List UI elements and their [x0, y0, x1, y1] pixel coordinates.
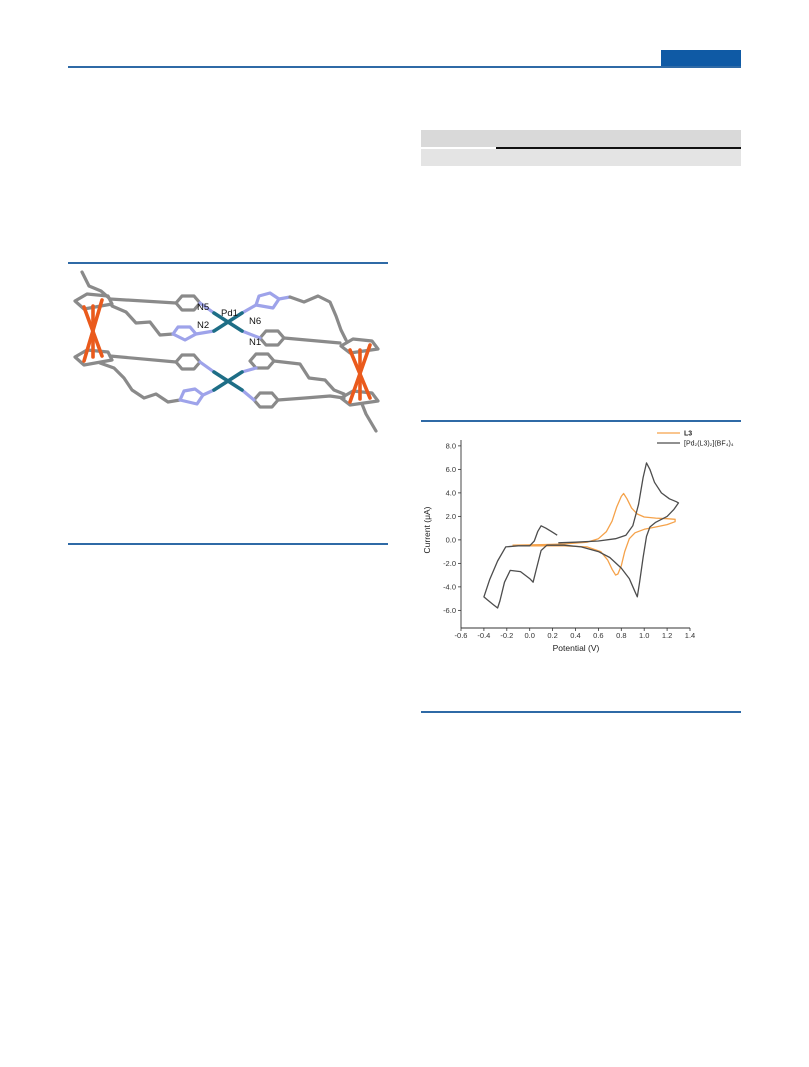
n-bond [240, 303, 258, 315]
pd-n-bond [212, 370, 244, 392]
n-bond [198, 301, 216, 315]
cp-ring [339, 389, 380, 407]
n-bond [201, 388, 216, 397]
journal-header-tab [661, 50, 741, 66]
figure-top-rule-right [421, 420, 741, 422]
x-tick-label: 1.2 [662, 631, 672, 640]
triazole-ring [254, 291, 281, 310]
series-line-l3 [512, 492, 676, 576]
y-axis-label: Current (μA) [422, 506, 432, 553]
x-tick-label: 0.2 [547, 631, 557, 640]
x-tick-label: 0.6 [593, 631, 603, 640]
x-tick-label: -0.6 [455, 631, 468, 640]
table-subheader-band [421, 149, 741, 166]
atom-label-n6: N6 [249, 316, 261, 327]
pyridine-ring [248, 352, 276, 370]
n-bond [240, 366, 258, 374]
axis-ticks: -0.6 -0.4 -0.2 0.0 0.2 0.4 0.6 0.8 1.0 1.2 1.4 -6.0… [443, 441, 695, 640]
legend-label-l3: L3 [684, 431, 692, 438]
linker-chains [80, 270, 378, 433]
y-tick-label: 8.0 [446, 441, 456, 450]
y-tick-label: 0.0 [446, 535, 456, 544]
ferrocene-right [339, 337, 380, 407]
series-line-pd-cage [483, 462, 680, 609]
pyridine-ring [258, 329, 286, 347]
linker-chain [360, 402, 378, 433]
atom-label-n1: N1 [249, 337, 261, 348]
linker-chain [276, 394, 346, 402]
figure-bottom-rule-left [68, 543, 388, 545]
x-tick-label: -0.2 [500, 631, 513, 640]
x-tick-label: 1.0 [639, 631, 649, 640]
linker-chain [80, 270, 111, 300]
pyridine-ring [174, 353, 202, 371]
x-axis-label: Potential (V) [553, 643, 600, 653]
linker-chain [272, 359, 346, 396]
y-tick-label: -2.0 [443, 559, 456, 568]
header-rule [68, 66, 741, 68]
pd-n-bond [212, 311, 244, 333]
linker-chain [98, 361, 182, 404]
y-tick-label: 2.0 [446, 512, 456, 521]
table-header-band [421, 130, 741, 147]
linker-chain [288, 294, 348, 342]
linker-chain [108, 297, 178, 305]
x-tick-label: 1.4 [685, 631, 695, 640]
pyridine-ring [252, 391, 280, 409]
n-bond [240, 329, 262, 340]
x-tick-label: 0.0 [524, 631, 534, 640]
cyclic-voltammogram-chart: -0.6 -0.4 -0.2 0.0 0.2 0.4 0.6 0.8 1.0 1.2 1.4 -6.0… [422, 431, 734, 654]
y-tick-label: 6.0 [446, 465, 456, 474]
figure-top-rule-left [68, 262, 388, 264]
y-tick-label: 4.0 [446, 488, 456, 497]
triazole-ring [171, 325, 198, 342]
n-bond [198, 360, 216, 374]
atom-label-pd1: Pd1 [221, 308, 238, 319]
linker-chain [282, 336, 342, 345]
legend: L3 [Pd₂(L3)₂](BF₄)₄ [657, 431, 734, 448]
linker-chain-n [277, 295, 292, 301]
n-bond [194, 329, 216, 336]
y-tick-label: -4.0 [443, 582, 456, 591]
x-tick-label: 0.8 [616, 631, 626, 640]
linker-chain [110, 304, 175, 337]
ferrocene-left [73, 292, 114, 367]
plot-series [483, 462, 680, 609]
y-tick-label: -6.0 [443, 606, 456, 615]
atom-label-n5: N5 [197, 302, 209, 313]
legend-label-pd-cage: [Pd₂(L3)₂](BF₄)₄ [684, 441, 734, 448]
n-bond [240, 388, 256, 402]
cp-ring [339, 337, 380, 355]
figure-bottom-rule-right [421, 711, 741, 713]
x-tick-label: -0.4 [477, 631, 490, 640]
table-rule [496, 147, 741, 149]
linker-chain [108, 354, 178, 364]
atom-label-n2: N2 [197, 320, 209, 331]
triazole-ring [178, 387, 205, 406]
pd-complex-lower [174, 352, 280, 409]
x-tick-label: 0.4 [570, 631, 580, 640]
pd-complex-upper [171, 291, 286, 347]
crystal-structure-figure: N5 Pd1 N6 N2 N1 [73, 270, 380, 433]
